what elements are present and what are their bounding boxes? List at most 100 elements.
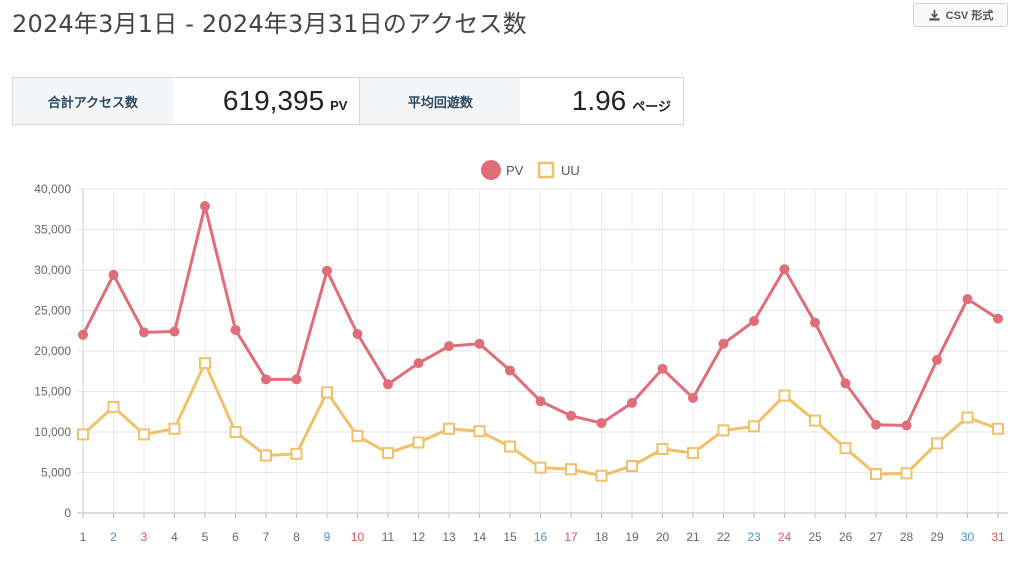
y-tick-label: 35,000 bbox=[34, 223, 71, 237]
x-tick-label: 15 bbox=[503, 530, 517, 544]
avg-pages-label: 平均回遊数 bbox=[360, 78, 521, 124]
point-pv bbox=[383, 379, 393, 390]
point-pv bbox=[108, 269, 119, 280]
point-pv bbox=[718, 338, 729, 349]
avg-pages-value: 1.96 ページ bbox=[520, 78, 683, 124]
x-tick-label: 6 bbox=[232, 530, 239, 544]
summary-panel: 合計アクセス数 619,395 PV 平均回遊数 1.96 ページ bbox=[12, 77, 684, 125]
point-pv bbox=[810, 317, 820, 328]
point-uu bbox=[839, 442, 852, 455]
x-tick-label: 3 bbox=[141, 530, 148, 544]
legend-marker-uu bbox=[537, 161, 555, 179]
x-tick-label: 12 bbox=[412, 530, 426, 544]
x-tick-label: 18 bbox=[595, 530, 609, 544]
x-tick-label: 8 bbox=[293, 530, 300, 544]
y-tick-label: 20,000 bbox=[34, 344, 71, 358]
point-pv bbox=[535, 396, 546, 407]
point-uu bbox=[138, 428, 150, 441]
legend-label-uu: UU bbox=[561, 163, 580, 178]
total-access-number: 619,395 bbox=[222, 85, 325, 116]
y-tick-label: 0 bbox=[64, 506, 71, 520]
x-tick-label: 19 bbox=[625, 530, 639, 544]
total-access-unit: PV bbox=[330, 97, 348, 113]
point-uu bbox=[290, 447, 303, 460]
x-tick-label: 17 bbox=[564, 530, 578, 544]
x-tick-label: 5 bbox=[202, 530, 209, 544]
point-pv bbox=[840, 378, 851, 389]
x-tick-label: 13 bbox=[442, 530, 456, 544]
point-uu bbox=[443, 422, 455, 435]
point-uu bbox=[656, 443, 669, 456]
point-pv bbox=[993, 313, 1003, 324]
x-tick-label: 7 bbox=[263, 530, 270, 544]
download-icon bbox=[929, 9, 940, 21]
point-uu bbox=[168, 422, 181, 435]
point-pv bbox=[352, 328, 363, 339]
y-tick-label: 10,000 bbox=[34, 425, 71, 439]
point-uu bbox=[595, 469, 608, 482]
x-tick-label: 25 bbox=[808, 530, 822, 544]
x-tick-label: 24 bbox=[778, 530, 792, 544]
point-uu bbox=[809, 414, 821, 427]
y-tick-label: 40,000 bbox=[34, 182, 71, 196]
point-uu bbox=[931, 437, 943, 450]
point-pv bbox=[322, 265, 332, 276]
x-tick-label: 16 bbox=[534, 530, 548, 544]
x-tick-label: 2 bbox=[110, 530, 117, 544]
point-uu bbox=[534, 461, 547, 474]
point-pv bbox=[200, 201, 210, 212]
x-tick-label: 20 bbox=[656, 530, 670, 544]
x-tick-label: 9 bbox=[324, 530, 331, 544]
point-uu bbox=[687, 447, 699, 460]
total-access-value: 619,395 PV bbox=[173, 78, 360, 124]
y-tick-label: 15,000 bbox=[34, 385, 71, 399]
point-uu bbox=[961, 411, 974, 424]
page-title: 2024年3月1日 - 2024年3月31日のアクセス数 bbox=[12, 10, 527, 38]
point-uu bbox=[351, 430, 364, 443]
csv-export-button[interactable]: CSV 形式 bbox=[913, 3, 1008, 27]
point-pv bbox=[749, 316, 759, 327]
x-tick-label: 22 bbox=[717, 530, 731, 544]
point-pv bbox=[169, 326, 180, 337]
point-pv bbox=[291, 374, 302, 385]
x-tick-label: 11 bbox=[382, 530, 395, 544]
point-uu bbox=[412, 436, 425, 449]
y-tick-label: 25,000 bbox=[34, 304, 71, 318]
point-uu bbox=[504, 440, 516, 453]
x-tick-label: 23 bbox=[747, 530, 761, 544]
point-uu bbox=[260, 449, 272, 462]
point-pv bbox=[444, 341, 454, 352]
point-pv bbox=[139, 327, 149, 338]
legend-label-pv: PV bbox=[506, 163, 524, 178]
point-uu bbox=[382, 447, 394, 460]
point-pv bbox=[627, 397, 637, 408]
x-tick-label: 27 bbox=[869, 530, 883, 544]
point-pv bbox=[566, 410, 576, 421]
point-uu bbox=[626, 460, 638, 473]
point-uu bbox=[473, 425, 486, 438]
point-pv bbox=[261, 374, 271, 385]
summary-divider bbox=[359, 78, 361, 124]
point-uu bbox=[199, 357, 211, 370]
x-tick-label: 31 bbox=[991, 530, 1005, 544]
x-tick-label: 28 bbox=[900, 530, 914, 544]
access-line-chart: 0 5,000 10,000 15,000 20,000 25,000 30,000 35,0… bbox=[34, 160, 1008, 544]
y-tick-label: 5,000 bbox=[41, 466, 71, 480]
csv-export-label: CSV 形式 bbox=[945, 10, 994, 22]
x-tick-label: 1 bbox=[80, 530, 87, 544]
point-pv bbox=[932, 354, 942, 365]
point-uu bbox=[992, 422, 1004, 435]
point-uu bbox=[778, 389, 791, 402]
point-uu bbox=[717, 424, 730, 437]
avg-pages-unit: ページ bbox=[632, 98, 671, 114]
x-tick-label: 21 bbox=[686, 530, 700, 544]
point-uu bbox=[77, 428, 89, 441]
x-tick-label: 10 bbox=[351, 530, 365, 544]
x-tick-label: 14 bbox=[473, 530, 487, 544]
point-uu bbox=[107, 400, 120, 413]
point-pv bbox=[688, 392, 698, 403]
avg-pages-number: 1.96 bbox=[571, 85, 627, 116]
point-pv bbox=[901, 420, 912, 431]
point-pv bbox=[871, 419, 881, 430]
point-pv bbox=[505, 365, 515, 376]
